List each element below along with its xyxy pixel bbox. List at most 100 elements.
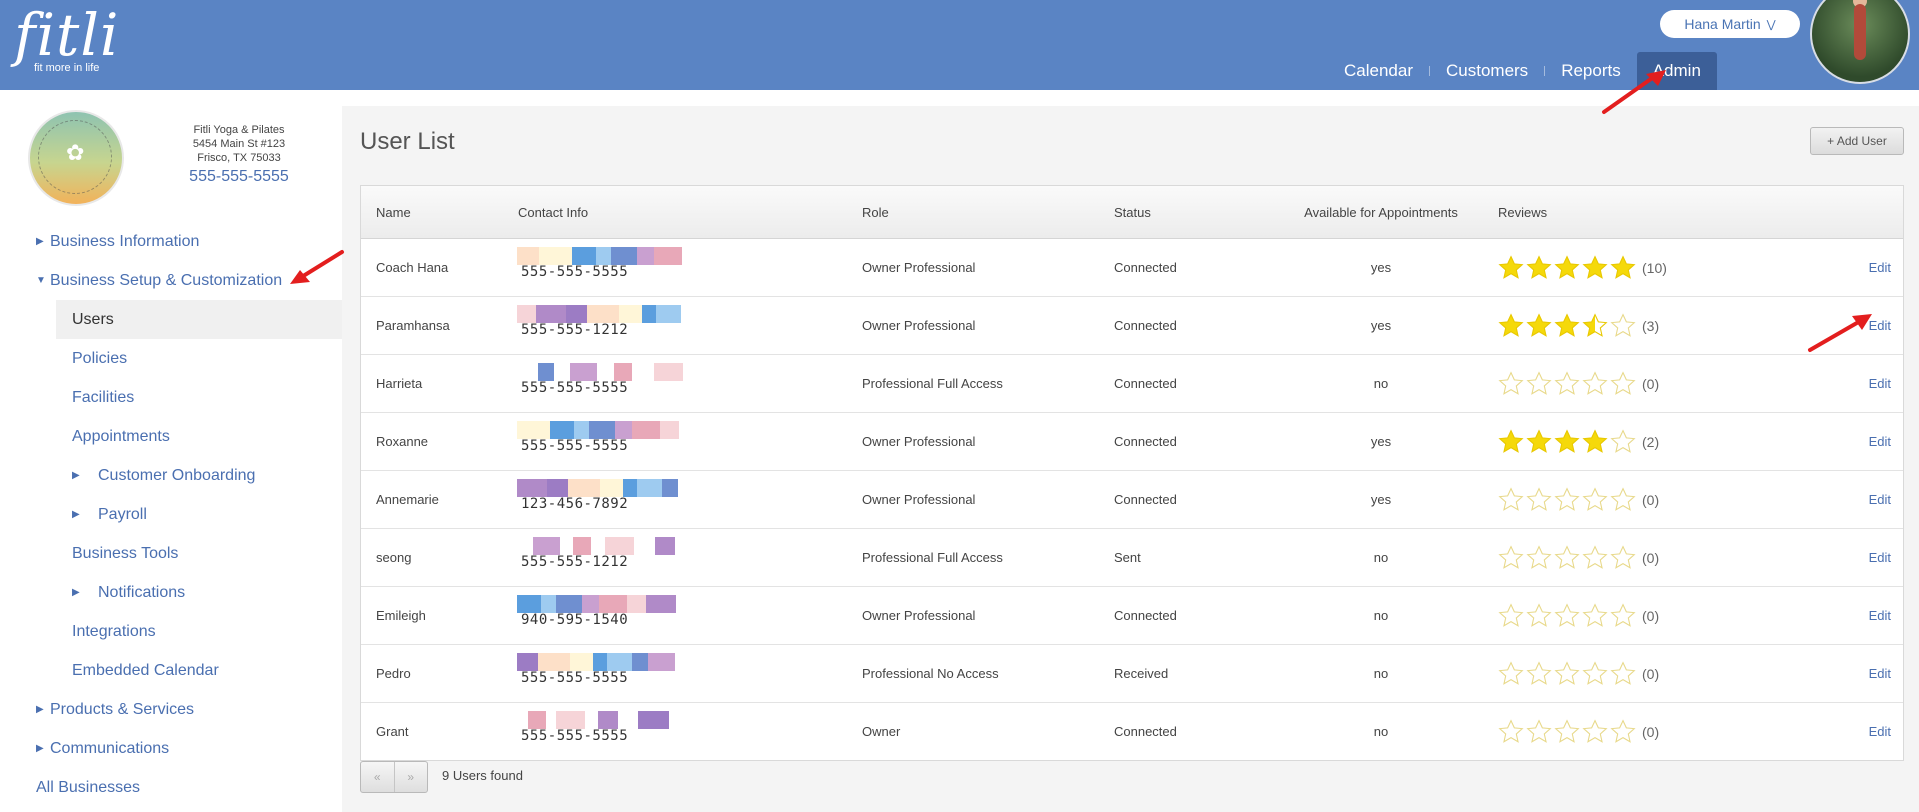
col-reviews[interactable]: Reviews [1497, 186, 1789, 239]
review-count[interactable]: (0) [1642, 723, 1660, 740]
star-icon [1582, 544, 1608, 569]
sidebar-item-users[interactable]: Users [56, 300, 342, 339]
user-phone: 123-456-7892 [521, 496, 629, 512]
nav-calendar[interactable]: Calendar [1344, 61, 1413, 80]
availability-cell: yes [1265, 296, 1497, 355]
add-user-button[interactable]: + Add User [1810, 127, 1904, 155]
table-row[interactable]: Coach Hana 555-555-5555 Owner Professional… [361, 238, 1903, 297]
table-row[interactable]: Roxanne 555-555-5555 Owner Professional Con… [361, 412, 1903, 471]
redacted-block [605, 537, 634, 555]
redacted-block [611, 247, 637, 265]
sidebar-item-business-information[interactable]: ▶ Business Information [0, 222, 342, 261]
redacted-block [517, 479, 547, 497]
table-row[interactable]: Pedro 555-555-5555 Professional No Access R… [361, 644, 1903, 703]
role-cell: Professional No Access [861, 644, 1113, 703]
sidebar-item-customer-onboarding[interactable]: ▶ Customer Onboarding [0, 456, 342, 495]
table-row[interactable]: Emileigh 940-595-1540 Owner Professional Co… [361, 586, 1903, 645]
user-menu-button[interactable]: Hana Martin ⋁ [1660, 10, 1800, 38]
fitli-logo[interactable]: fitli fit more in life [14, 6, 119, 74]
redacted-block [637, 479, 662, 497]
sidebar-item-all-businesses[interactable]: All Businesses [0, 768, 342, 807]
table-row[interactable]: seong 555-555-1212 Professional Full Acces… [361, 528, 1903, 587]
edit-link[interactable]: Edit [1789, 238, 1903, 297]
status-cell: Received [1113, 644, 1265, 703]
star-icon [1526, 254, 1552, 279]
redacted-block [596, 247, 611, 265]
star-rating [1498, 428, 1636, 455]
col-available[interactable]: Available for Appointments [1265, 186, 1497, 239]
sidebar-item-facilities[interactable]: Facilities [0, 378, 342, 417]
sidebar-item-embedded-calendar[interactable]: Embedded Calendar [0, 651, 342, 690]
col-name[interactable]: Name [361, 186, 517, 239]
status-cell: Connected [1113, 586, 1265, 645]
redacted-block [619, 305, 642, 323]
star-icon [1610, 602, 1636, 627]
edit-link[interactable]: Edit [1868, 724, 1891, 739]
review-count[interactable]: (0) [1642, 375, 1660, 392]
star-rating [1498, 660, 1636, 687]
sidebar-item-business-setup-customization[interactable]: ▼ Business Setup & Customization [0, 261, 342, 300]
chevron-down-icon: ⋁ [1766, 18, 1776, 31]
sidebar-item-communications[interactable]: ▶ Communications [0, 729, 342, 768]
review-count[interactable]: (10) [1642, 259, 1667, 276]
col-status[interactable]: Status [1113, 186, 1265, 239]
avatar[interactable] [1810, 0, 1910, 84]
sidebar-item-label: Products & Services [50, 701, 195, 718]
redacted-block [517, 653, 538, 671]
sidebar-item-label: Users [72, 311, 114, 328]
pager-next-button[interactable]: » [407, 770, 415, 784]
star-icon [1526, 660, 1552, 685]
role-cell: Owner Professional [861, 238, 1113, 297]
table-row[interactable]: Annemarie 123-456-7892 Owner Professional C… [361, 470, 1903, 529]
table-row[interactable]: Harrieta 555-555-5555 Professional Full Ac… [361, 354, 1903, 413]
sidebar-item-policies[interactable]: Policies [0, 339, 342, 378]
nav-reports[interactable]: Reports [1561, 61, 1621, 80]
nav-admin[interactable]: Admin [1636, 52, 1717, 90]
star-icon [1554, 486, 1580, 511]
caret-right-icon: ▶ [36, 743, 44, 755]
edit-link[interactable]: Edit [1789, 586, 1903, 645]
col-role[interactable]: Role [861, 186, 1113, 239]
review-count[interactable]: (2) [1642, 433, 1660, 450]
col-contact[interactable]: Contact Info [517, 186, 861, 239]
availability-cell: no [1265, 586, 1497, 645]
table-row[interactable]: Paramhansa 555-555-1212 Owner Professional… [361, 296, 1903, 355]
edit-link[interactable]: Edit [1789, 528, 1903, 587]
edit-link[interactable]: Edit [1789, 296, 1903, 355]
review-count[interactable]: (0) [1642, 607, 1660, 624]
redacted-block [533, 537, 560, 555]
sidebar-item-payroll[interactable]: ▶ Payroll [0, 495, 342, 534]
main-nav: Calendar Customers Reports Admin [1328, 52, 1717, 90]
sidebar-item-notifications[interactable]: ▶ Notifications [0, 573, 342, 612]
review-count[interactable]: (3) [1642, 317, 1660, 334]
redacted-block [632, 653, 648, 671]
star-icon [1582, 486, 1608, 511]
review-count[interactable]: (0) [1642, 549, 1660, 566]
sidebar-item-products-services[interactable]: ▶ Products & Services [0, 690, 342, 729]
edit-link[interactable]: Edit [1789, 470, 1903, 529]
edit-link[interactable]: Edit [1789, 412, 1903, 471]
redacted-block [654, 247, 682, 265]
redacted-block [614, 363, 632, 381]
star-icon [1610, 428, 1636, 453]
review-count[interactable]: (0) [1642, 491, 1660, 508]
sidebar-item-business-tools[interactable]: Business Tools [0, 534, 342, 573]
caret-right-icon: ▶ [36, 704, 44, 716]
sidebar-item-label: Facilities [72, 389, 135, 406]
contact-cell: 555-555-5555 [517, 412, 861, 471]
table-row[interactable]: Grant 555-555-5555 Owner Connected no (0) Edit [361, 703, 1903, 761]
pager-prev-button[interactable]: « [361, 762, 395, 792]
sidebar-item-appointments[interactable]: Appointments [0, 417, 342, 456]
role-cell: Owner Professional [861, 586, 1113, 645]
business-address-line1: 5454 Main St #123 [192, 138, 286, 150]
contact-cell: 555-555-5555 [517, 238, 861, 297]
redacted-block [570, 653, 593, 671]
sidebar-item-integrations[interactable]: Integrations [0, 612, 342, 651]
review-count[interactable]: (0) [1642, 665, 1660, 682]
edit-link[interactable]: Edit [1789, 354, 1903, 413]
redacted-block [638, 711, 669, 729]
contact-cell: 555-555-5555 [517, 644, 861, 703]
nav-customers[interactable]: Customers [1446, 61, 1529, 80]
edit-link[interactable]: Edit [1789, 644, 1903, 703]
sidebar-item-label: Business Setup & Customization [50, 272, 283, 289]
